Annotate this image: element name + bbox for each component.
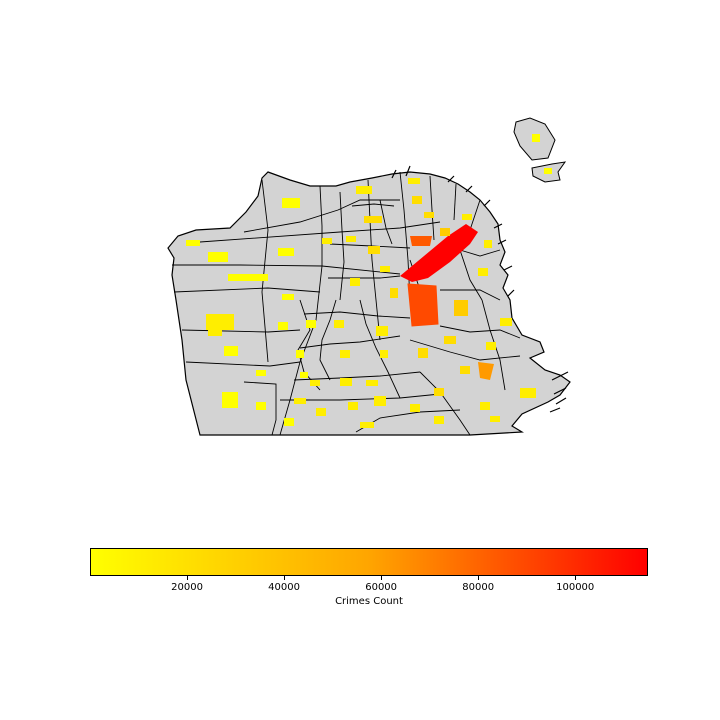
colorbar-tick	[381, 576, 383, 580]
hotspot-bayview	[478, 362, 494, 380]
colorbar-tick-label: 80000	[462, 582, 495, 593]
hotspot-downtown	[410, 236, 432, 246]
colorbar-tick	[187, 576, 189, 580]
colorbar-tick-label: 60000	[365, 582, 398, 593]
piers	[391, 165, 569, 413]
colorbar-tick-label: 40000	[268, 582, 300, 593]
colorbar-tick-label: 100000	[556, 582, 595, 593]
district-fills	[186, 134, 552, 428]
district-borders	[172, 171, 521, 436]
colorbar-tick	[284, 576, 286, 580]
colorbar-tick-label: 20000	[171, 582, 203, 593]
hotspot-tenderloin	[400, 224, 478, 282]
colorbar-tick	[478, 576, 480, 580]
hotspot-mission	[407, 283, 439, 327]
colorbar-tick	[575, 576, 577, 580]
colorbar-label: Crimes Count	[335, 596, 403, 607]
colorbar	[90, 548, 648, 576]
